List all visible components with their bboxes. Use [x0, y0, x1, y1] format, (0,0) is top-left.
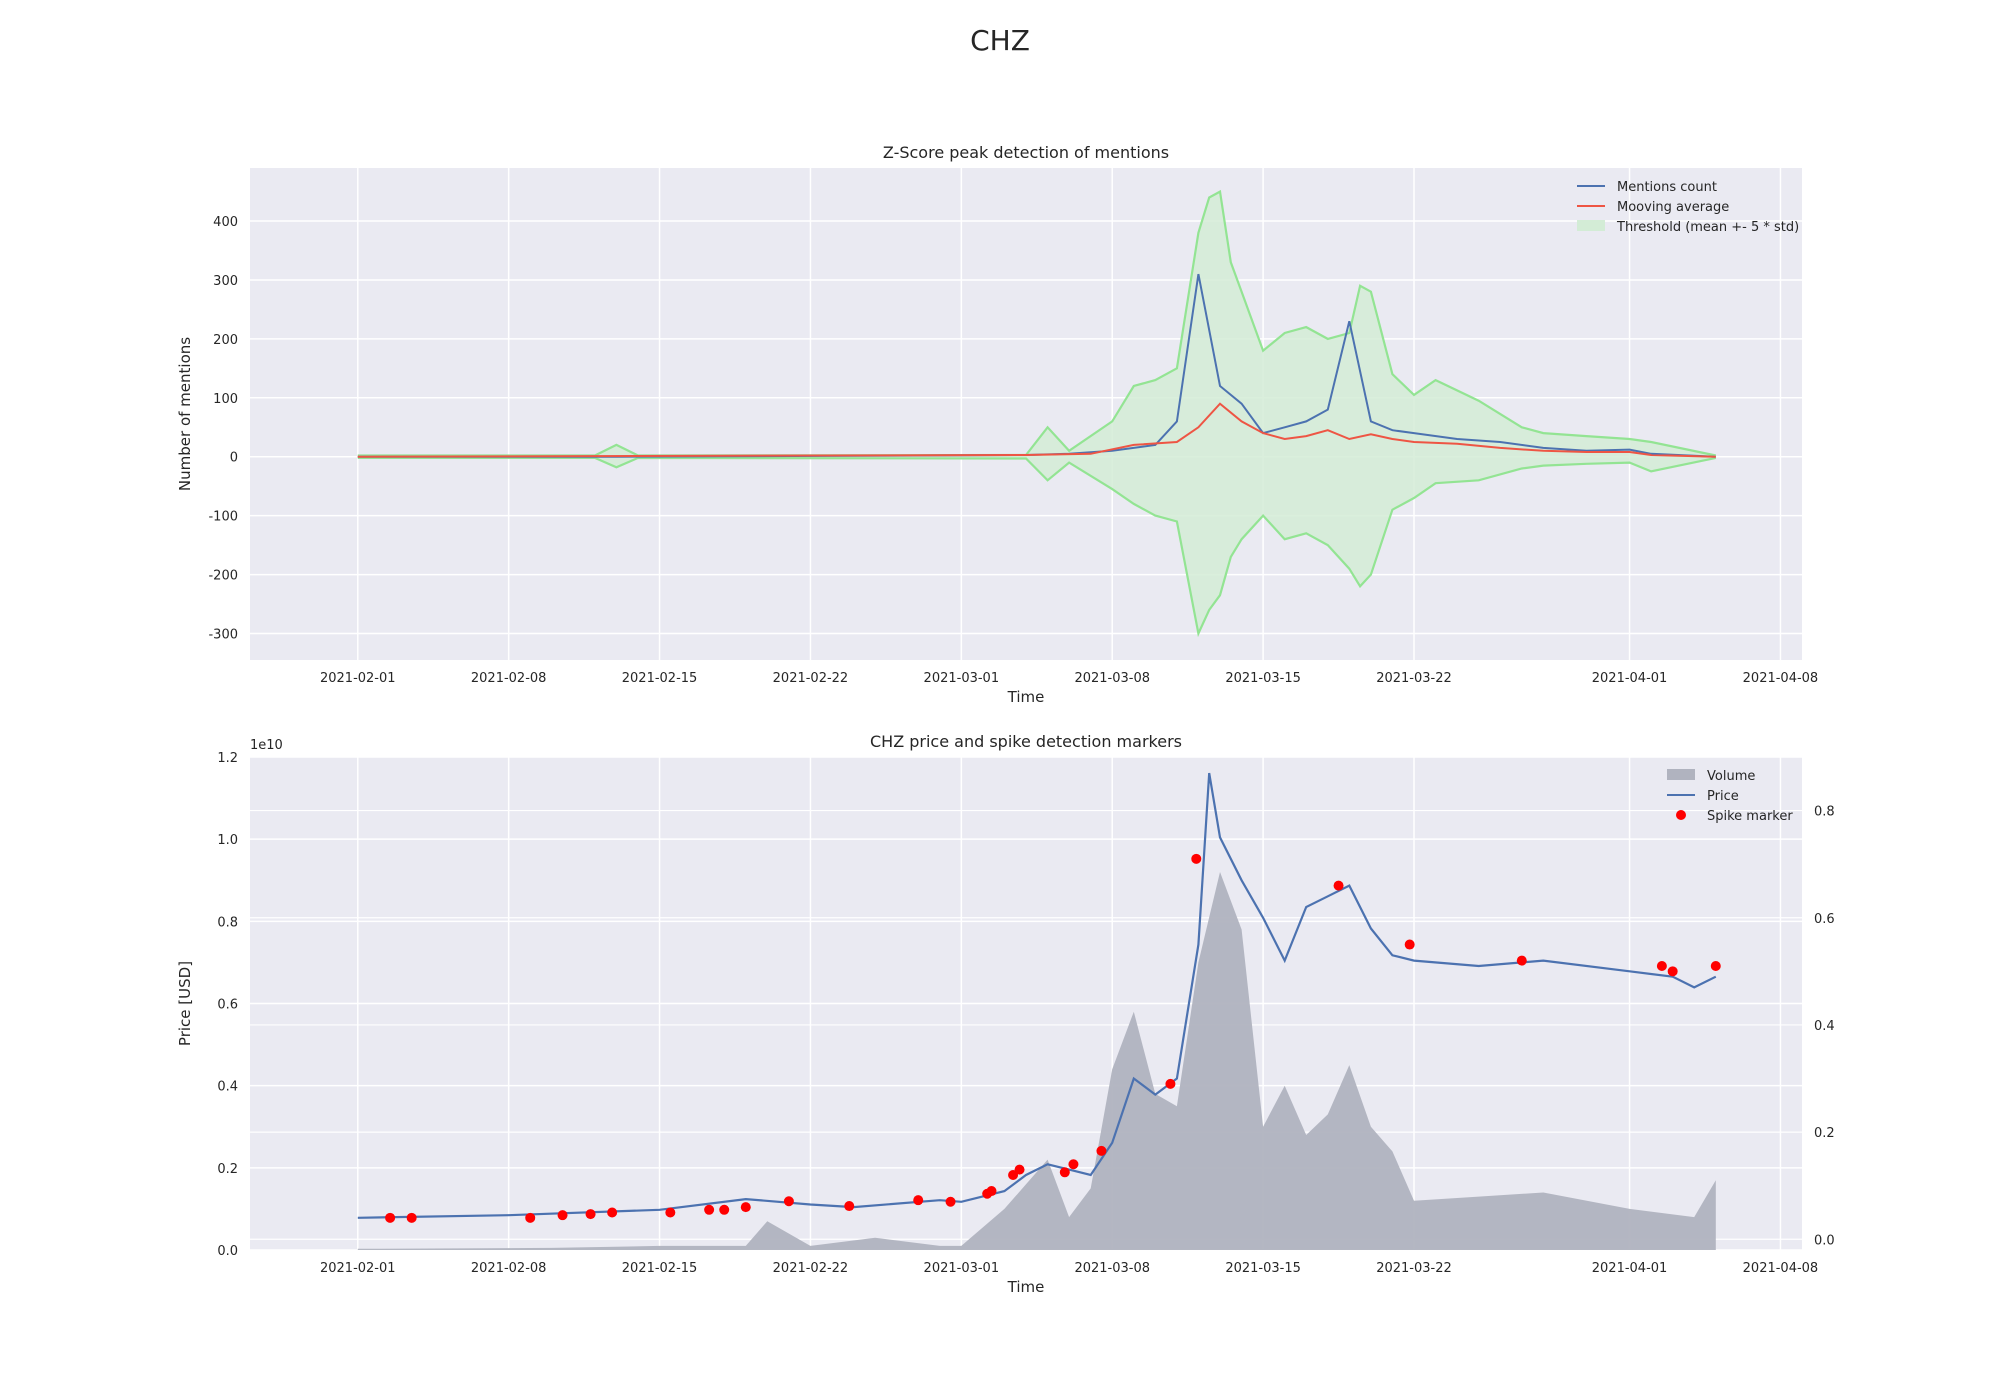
- y-tick-label: 400: [213, 215, 238, 230]
- legend-spike-label: Spike marker: [1707, 809, 1793, 824]
- mentions-count-line: [357, 273, 1716, 458]
- legend-price-label: Price: [1707, 789, 1739, 804]
- legend-threshold-swatch: [1577, 220, 1605, 231]
- threshold-upper-line: [357, 189, 1717, 457]
- legend-volume-swatch: [1667, 769, 1695, 780]
- y-tick-label: 100: [213, 392, 238, 407]
- y2-tick-label: 0.6: [1814, 912, 1835, 927]
- spike-marker: [945, 1196, 956, 1207]
- legend-moving-average-label: Mooving average: [1617, 200, 1729, 215]
- x-tick-label: 2021-04-01: [1592, 1261, 1668, 1276]
- spike-marker: [1191, 853, 1202, 864]
- x-tick-label: 2021-02-15: [622, 671, 698, 686]
- spike-marker: [1710, 960, 1721, 971]
- spike-marker: [557, 1210, 568, 1221]
- x-tick-label: 2021-03-01: [924, 671, 1000, 686]
- x-tick-label: 2021-02-22: [773, 671, 849, 686]
- spike-marker: [986, 1186, 997, 1197]
- y-tick-label: -100: [208, 510, 238, 525]
- threshold-lower-line: [357, 456, 1717, 638]
- x-tick-label: 2021-03-08: [1074, 671, 1150, 686]
- price-line: [357, 772, 1717, 1219]
- spike-marker: [385, 1212, 396, 1223]
- x-tick-label: 2021-02-15: [622, 1261, 698, 1276]
- volume-area: [357, 872, 1716, 1250]
- spike-marker: [740, 1202, 751, 1213]
- spike-marker: [1333, 880, 1344, 891]
- x-tick-label: 2021-02-22: [773, 1261, 849, 1276]
- spike-marker: [585, 1209, 596, 1220]
- x-axis-label: Time: [1007, 1278, 1045, 1296]
- spike-marker: [913, 1195, 924, 1206]
- y-tick-label: 0: [230, 451, 238, 466]
- spike-marker: [665, 1207, 676, 1218]
- y-tick-label: 0.0: [217, 1244, 238, 1259]
- y-offset-label: 1e10: [250, 738, 283, 753]
- spike-marker: [719, 1204, 730, 1215]
- spike-marker: [1059, 1167, 1070, 1178]
- y2-tick-label: 0.2: [1814, 1126, 1835, 1141]
- y-axis-label: Price [USD]: [176, 961, 194, 1046]
- spike-marker: [1656, 960, 1667, 971]
- x-tick-label: 2021-03-22: [1376, 1261, 1452, 1276]
- spike-marker: [406, 1212, 417, 1223]
- spike-marker: [1165, 1078, 1176, 1089]
- y2-tick-label: 0.0: [1814, 1233, 1835, 1248]
- spike-marker: [1068, 1159, 1079, 1170]
- y-tick-label: 1.2: [217, 751, 238, 766]
- x-tick-label: 2021-04-01: [1592, 671, 1668, 686]
- y-tick-label: 200: [213, 333, 238, 348]
- spike-marker: [1516, 955, 1527, 966]
- x-tick-label: 2021-03-01: [924, 1261, 1000, 1276]
- plot-area: [250, 168, 1802, 660]
- x-axis-label: Time: [1007, 688, 1045, 706]
- y-tick-label: -200: [208, 569, 238, 584]
- x-tick-label: 2021-02-08: [471, 1261, 547, 1276]
- threshold-band: [357, 191, 1716, 634]
- spike-marker: [1404, 939, 1415, 950]
- spike-marker: [607, 1207, 618, 1218]
- spike-marker: [844, 1201, 855, 1212]
- y-tick-label: 0.4: [217, 1080, 238, 1095]
- x-tick-label: 2021-02-08: [471, 671, 547, 686]
- y-tick-label: 1.0: [217, 833, 238, 848]
- chart-title: CHZ price and spike detection markers: [870, 732, 1182, 751]
- y2-tick-label: 0.4: [1814, 1019, 1835, 1034]
- spike-marker: [1667, 966, 1678, 977]
- legend-spike-swatch: [1676, 810, 1686, 820]
- spike-marker: [704, 1204, 715, 1215]
- y2-tick-label: 0.8: [1814, 805, 1835, 820]
- spike-marker: [1014, 1164, 1025, 1175]
- x-tick-label: 2021-03-22: [1376, 671, 1452, 686]
- chart-title: Z-Score peak detection of mentions: [883, 143, 1169, 162]
- x-tick-label: 2021-02-01: [320, 671, 396, 686]
- y-tick-label: 0.2: [217, 1162, 238, 1177]
- mentions-panel: 2021-02-01 2021-02-08 2021-02-15 2021-02-22…: [176, 143, 1818, 706]
- price-panel: 2021-02-01 2021-02-08 2021-02-15 2021-02-22…: [176, 732, 1835, 1296]
- x-tick-label: 2021-02-01: [320, 1261, 396, 1276]
- x-tick-label: 2021-04-08: [1743, 1261, 1819, 1276]
- y-tick-label: -300: [208, 627, 238, 642]
- figure-title: CHZ: [970, 24, 1030, 57]
- legend-mentions-label: Mentions count: [1617, 180, 1717, 195]
- spike-marker: [525, 1212, 536, 1223]
- y-tick-label: 0.8: [217, 915, 238, 930]
- x-tick-label: 2021-04-08: [1743, 671, 1819, 686]
- x-tick-label: 2021-03-15: [1225, 671, 1301, 686]
- spike-marker: [783, 1196, 794, 1207]
- legend-volume-label: Volume: [1707, 769, 1755, 784]
- x-tick-label: 2021-03-15: [1225, 1261, 1301, 1276]
- spike-marker: [1096, 1145, 1107, 1156]
- legend-threshold-label: Threshold (mean +- 5 * std): [1616, 220, 1799, 235]
- y-axis-label: Number of mentions: [176, 337, 194, 491]
- moving-average-line: [357, 402, 1716, 458]
- y-tick-label: 300: [213, 274, 238, 289]
- x-tick-label: 2021-03-08: [1074, 1261, 1150, 1276]
- y-tick-label: 0.6: [217, 998, 238, 1013]
